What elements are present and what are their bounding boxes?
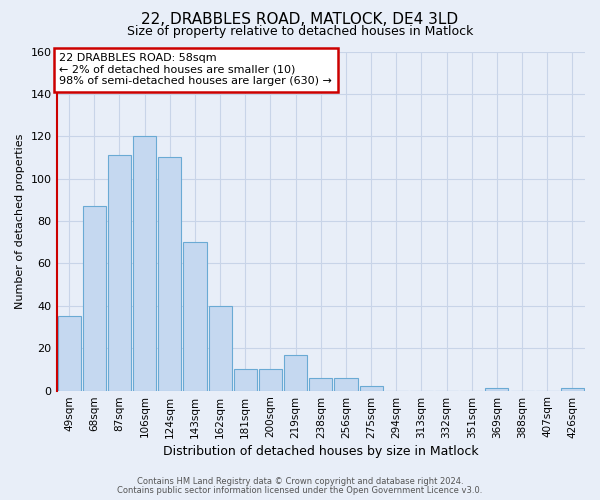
Bar <box>158 158 181 390</box>
Bar <box>309 378 332 390</box>
Y-axis label: Number of detached properties: Number of detached properties <box>15 134 25 308</box>
Bar <box>284 354 307 390</box>
Text: Contains HM Land Registry data © Crown copyright and database right 2024.: Contains HM Land Registry data © Crown c… <box>137 477 463 486</box>
Bar <box>359 386 383 390</box>
Bar <box>259 370 282 390</box>
Bar <box>234 370 257 390</box>
Bar <box>108 156 131 390</box>
Text: Contains public sector information licensed under the Open Government Licence v3: Contains public sector information licen… <box>118 486 482 495</box>
Bar <box>83 206 106 390</box>
Bar <box>485 388 508 390</box>
X-axis label: Distribution of detached houses by size in Matlock: Distribution of detached houses by size … <box>163 444 479 458</box>
Bar <box>58 316 80 390</box>
Bar <box>209 306 232 390</box>
Bar <box>184 242 206 390</box>
Bar <box>334 378 358 390</box>
Bar <box>133 136 156 390</box>
Bar <box>561 388 584 390</box>
Text: 22, DRABBLES ROAD, MATLOCK, DE4 3LD: 22, DRABBLES ROAD, MATLOCK, DE4 3LD <box>142 12 458 28</box>
Text: 22 DRABBLES ROAD: 58sqm
← 2% of detached houses are smaller (10)
98% of semi-det: 22 DRABBLES ROAD: 58sqm ← 2% of detached… <box>59 53 332 86</box>
Text: Size of property relative to detached houses in Matlock: Size of property relative to detached ho… <box>127 25 473 38</box>
